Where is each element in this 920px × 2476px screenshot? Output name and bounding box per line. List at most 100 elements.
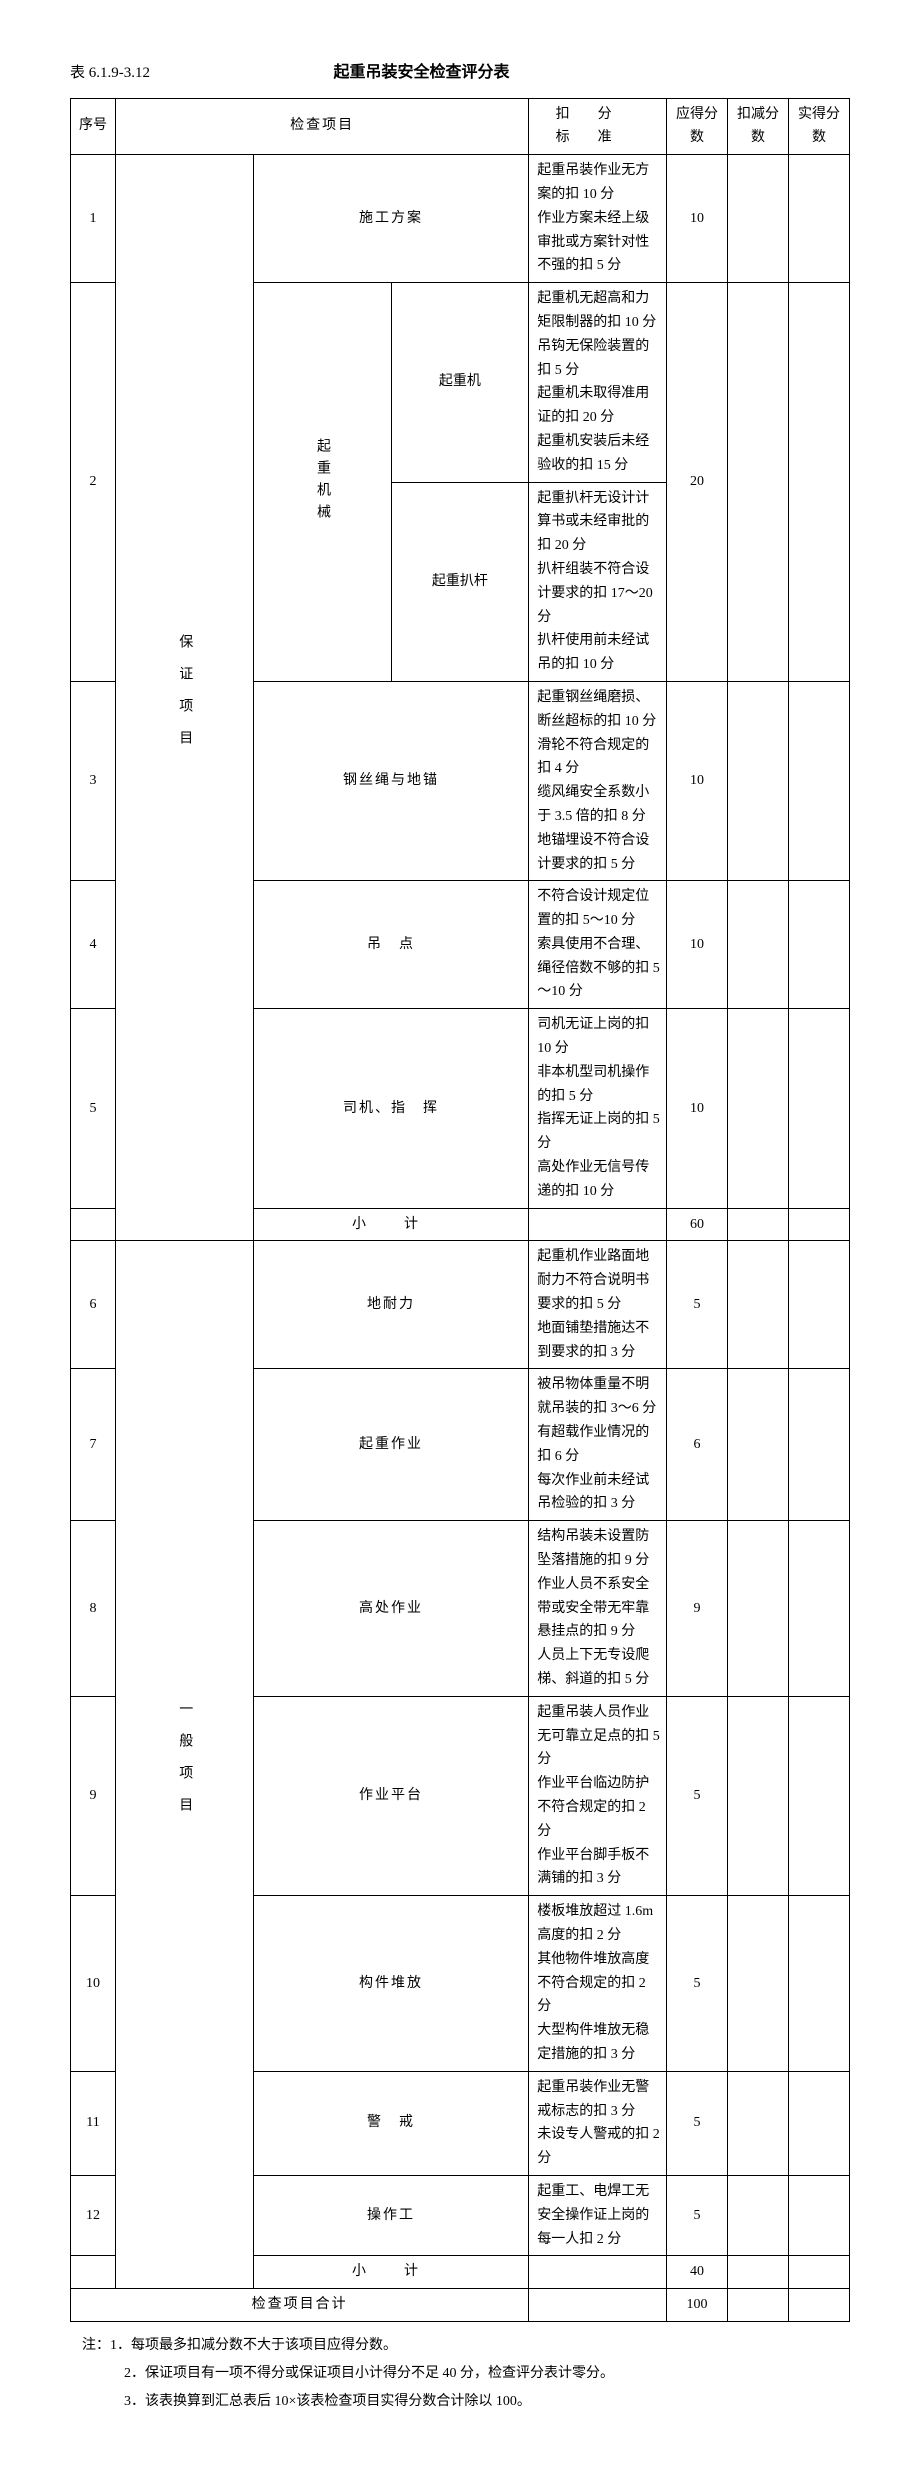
deduct-cell — [728, 1521, 789, 1697]
category-general: 一般项目 — [116, 1241, 254, 2289]
score-cell: 40 — [667, 2256, 728, 2289]
actual-cell — [789, 1521, 850, 1697]
header-should: 应得分数 — [667, 98, 728, 155]
criteria-cell: 起重吊装作业无警戒标志的扣 3 分未设专人警戒的扣 2 分 — [529, 2071, 667, 2175]
item-cell: 地耐力 — [253, 1241, 529, 1369]
seq-cell: 1 — [71, 155, 116, 283]
score-cell: 60 — [667, 1208, 728, 1241]
deduct-cell — [728, 2175, 789, 2255]
item-cell: 起重作业 — [253, 1369, 529, 1521]
deduct-cell — [728, 1696, 789, 1895]
score-cell: 20 — [667, 283, 728, 682]
criteria-cell: 起重机无超高和力矩限制器的扣 10 分吊钩无保险装置的扣 5 分起重机未取得准用… — [529, 283, 667, 482]
actual-cell — [789, 1009, 850, 1208]
seq-cell: 2 — [71, 283, 116, 682]
score-cell: 5 — [667, 2175, 728, 2255]
score-cell: 5 — [667, 1241, 728, 1369]
criteria-cell: 被吊物体重量不明就吊装的扣 3～6 分有超载作业情况的扣 6 分每次作业前未经试… — [529, 1369, 667, 1521]
actual-cell — [789, 283, 850, 682]
note-1: 注：1．每项最多扣减分数不大于该项目应得分数。 — [82, 2332, 850, 2360]
score-cell: 5 — [667, 1696, 728, 1895]
actual-cell — [789, 2175, 850, 2255]
score-cell: 100 — [667, 2289, 728, 2322]
header-deduct: 扣减分数 — [728, 98, 789, 155]
score-cell: 10 — [667, 681, 728, 880]
item-cell: 作业平台 — [253, 1696, 529, 1895]
deduct-cell — [728, 1896, 789, 2072]
criteria-cell: 起重钢丝绳磨损、断丝超标的扣 10 分滑轮不符合规定的扣 4 分缆风绳安全系数小… — [529, 681, 667, 880]
item-cell: 构件堆放 — [253, 1896, 529, 2072]
deduct-cell — [728, 2256, 789, 2289]
actual-cell — [789, 1896, 850, 2072]
actual-cell — [789, 681, 850, 880]
actual-cell — [789, 1369, 850, 1521]
table-title: 起重吊装安全检查评分表 — [334, 60, 510, 86]
seq-cell: 6 — [71, 1241, 116, 1369]
actual-cell — [789, 881, 850, 1009]
item-cell: 钢丝绳与地锚 — [253, 681, 529, 880]
deduct-cell — [728, 155, 789, 283]
score-cell: 10 — [667, 881, 728, 1009]
score-cell: 10 — [667, 1009, 728, 1208]
item-cell: 司机、指 挥 — [253, 1009, 529, 1208]
seq-cell: 8 — [71, 1521, 116, 1697]
score-cell: 5 — [667, 1896, 728, 2072]
criteria-cell: 起重吊装人员作业无可靠立足点的扣 5 分作业平台临边防护不符合规定的扣 2 分作… — [529, 1696, 667, 1895]
seq-cell — [71, 1208, 116, 1241]
score-cell: 5 — [667, 2071, 728, 2175]
header-criteria: 扣分标准 — [529, 98, 667, 155]
header-actual: 实得分数 — [789, 98, 850, 155]
item-cell: 高处作业 — [253, 1521, 529, 1697]
category-guarantee: 保证项目 — [116, 155, 254, 1241]
actual-cell — [789, 1241, 850, 1369]
header-item: 检查项目 — [116, 98, 529, 155]
criteria-cell — [529, 1208, 667, 1241]
deduct-cell — [728, 681, 789, 880]
criteria-cell: 起重机作业路面地耐力不符合说明书要求的扣 5 分地面铺垫措施达不到要求的扣 3 … — [529, 1241, 667, 1369]
criteria-cell: 起重扒杆无设计计算书或未经审批的扣 20 分扒杆组装不符合设计要求的扣 17～2… — [529, 482, 667, 681]
criteria-cell: 结构吊装未设置防坠落措施的扣 9 分作业人员不系安全带或安全带无牢靠悬挂点的扣 … — [529, 1521, 667, 1697]
seq-cell: 12 — [71, 2175, 116, 2255]
actual-cell — [789, 2071, 850, 2175]
note-2: 2．保证项目有一项不得分或保证项目小计得分不足 40 分，检查评分表计零分。 — [82, 2360, 850, 2388]
seq-cell: 4 — [71, 881, 116, 1009]
score-cell: 6 — [667, 1369, 728, 1521]
deduct-cell — [728, 1241, 789, 1369]
deduct-cell — [728, 1208, 789, 1241]
item-cell: 警 戒 — [253, 2071, 529, 2175]
actual-cell — [789, 1696, 850, 1895]
actual-cell — [789, 155, 850, 283]
item-cell: 操作工 — [253, 2175, 529, 2255]
criteria-cell: 不符合设计规定位置的扣 5～10 分索具使用不合理、绳径倍数不够的扣 5～10 … — [529, 881, 667, 1009]
actual-cell — [789, 2289, 850, 2322]
note-3: 3．该表换算到汇总表后 10×该表检查项目实得分数合计除以 100。 — [82, 2388, 850, 2416]
total-label: 检查项目合计 — [71, 2289, 529, 2322]
table-number: 表 6.1.9-3.12 — [70, 61, 150, 85]
seq-cell: 10 — [71, 1896, 116, 2072]
item-cell: 起重机 — [391, 283, 529, 482]
deduct-cell — [728, 2071, 789, 2175]
item-cell: 起重扒杆 — [391, 482, 529, 681]
deduct-cell — [728, 1009, 789, 1208]
score-cell: 10 — [667, 155, 728, 283]
seq-cell: 3 — [71, 681, 116, 880]
seq-cell: 11 — [71, 2071, 116, 2175]
header-seq: 序号 — [71, 98, 116, 155]
seq-cell: 5 — [71, 1009, 116, 1208]
scoring-table: 序号 检查项目 扣分标准 应得分数 扣减分数 实得分数 1 保证项目 施工方案 … — [70, 98, 850, 2322]
deduct-cell — [728, 1369, 789, 1521]
subtotal-label: 小 计 — [253, 1208, 529, 1241]
seq-cell — [71, 2256, 116, 2289]
seq-cell: 9 — [71, 1696, 116, 1895]
actual-cell — [789, 1208, 850, 1241]
criteria-cell: 起重工、电焊工无安全操作证上岗的每一人扣 2 分 — [529, 2175, 667, 2255]
subcat-crane: 起重机械 — [253, 283, 391, 682]
criteria-cell — [529, 2256, 667, 2289]
deduct-cell — [728, 283, 789, 682]
criteria-cell: 司机无证上岗的扣 10 分非本机型司机操作的扣 5 分指挥无证上岗的扣 5 分高… — [529, 1009, 667, 1208]
criteria-cell: 楼板堆放超过 1.6m 高度的扣 2 分其他物件堆放高度不符合规定的扣 2 分大… — [529, 1896, 667, 2072]
seq-cell: 7 — [71, 1369, 116, 1521]
notes-section: 注：1．每项最多扣减分数不大于该项目应得分数。 2．保证项目有一项不得分或保证项… — [70, 2332, 850, 2416]
deduct-cell — [728, 881, 789, 1009]
score-cell: 9 — [667, 1521, 728, 1697]
